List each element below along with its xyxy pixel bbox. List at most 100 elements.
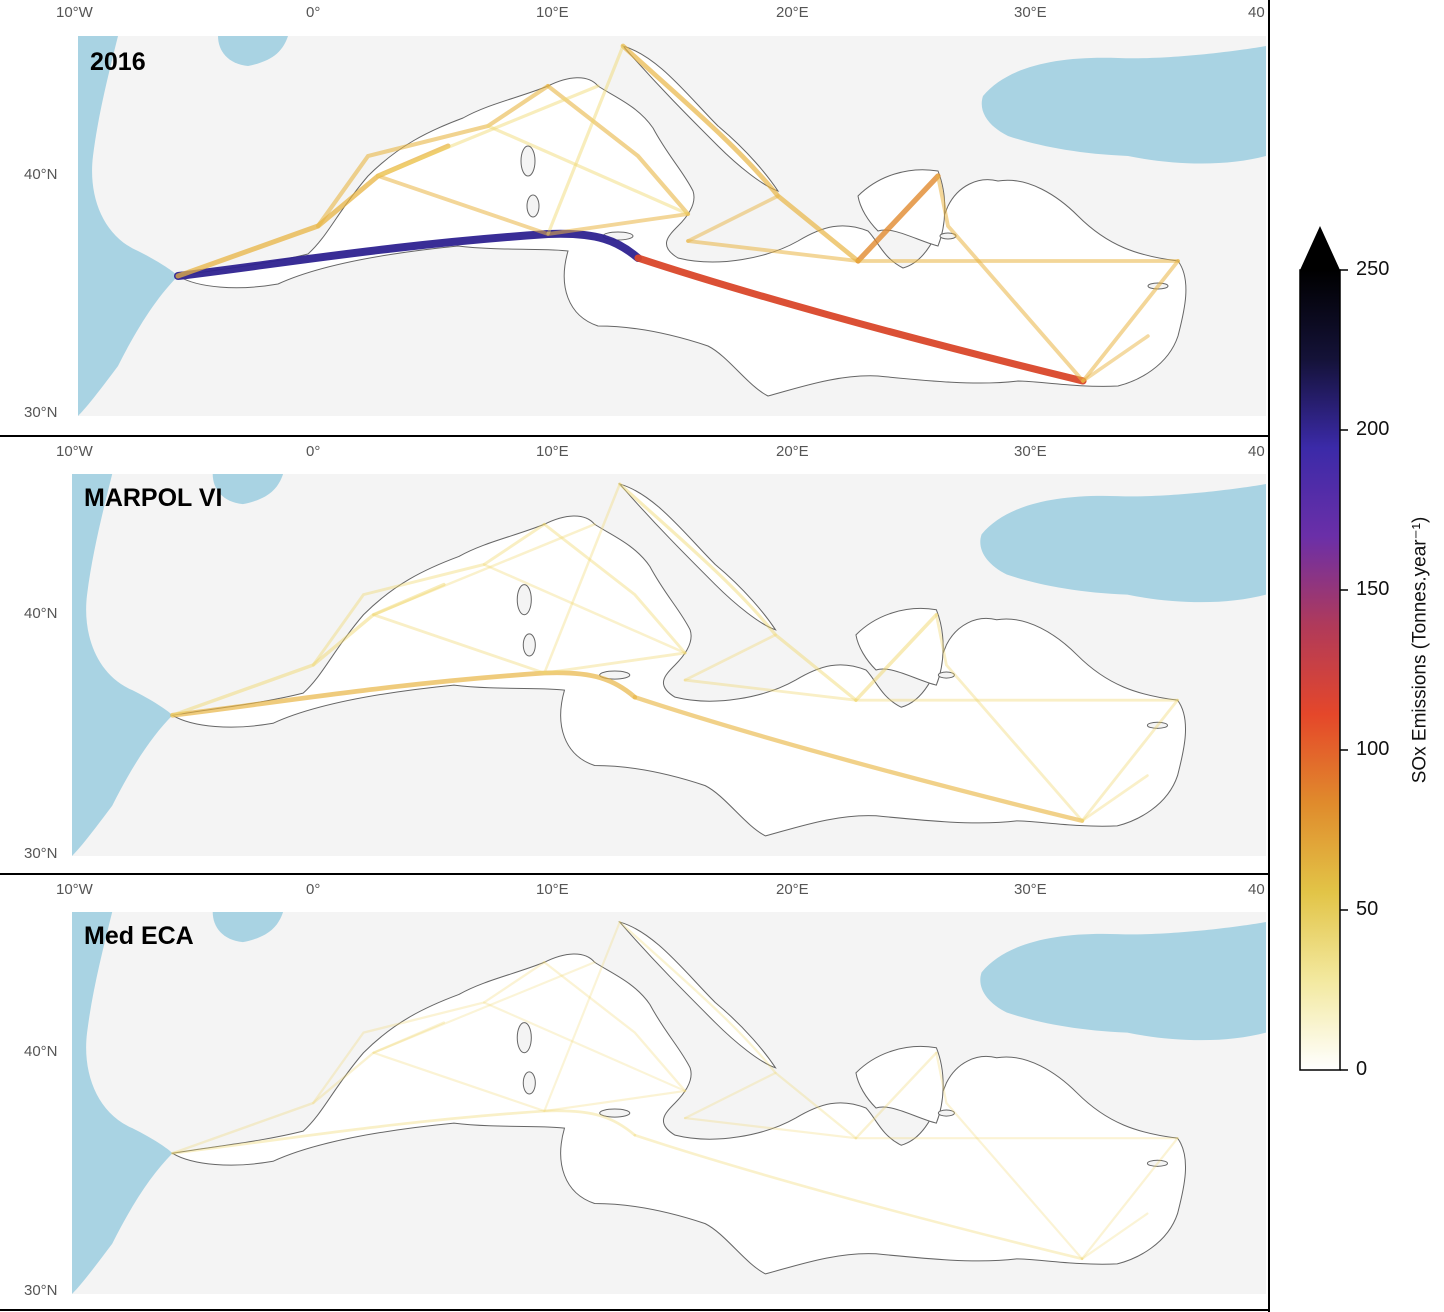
shipping-route: [543, 920, 621, 1113]
shipping-route: [634, 254, 1087, 385]
colorbar-tick-label: 50: [1356, 898, 1379, 920]
aegean-sea: [855, 1045, 944, 1124]
map-panel: [72, 912, 1266, 1294]
shipping-route: [486, 124, 690, 216]
adriatic-sea: [618, 483, 777, 631]
colorbar: [1299, 226, 1348, 1071]
atlantic-ocean: [72, 912, 173, 1294]
shipping-route: [171, 1109, 637, 1155]
longitude-tick-label: 30°E: [1014, 881, 1047, 898]
latitude-tick-label: 30°N: [24, 1282, 58, 1299]
shipping-route: [545, 83, 691, 217]
island: [516, 584, 532, 616]
black-sea: [980, 922, 1266, 1041]
map-panel: [72, 474, 1266, 856]
shipping-route: [1080, 774, 1149, 823]
longitude-tick-label: 20°E: [776, 4, 809, 21]
shipping-route: [686, 194, 780, 243]
longitude-tick-label: 10°E: [536, 881, 569, 898]
island: [599, 670, 631, 680]
longitude-tick-label: 40: [1248, 4, 1265, 21]
latitude-tick-label: 40°N: [24, 166, 58, 183]
colorbar-extend-arrow: [1300, 226, 1340, 270]
longitude-tick-label: 0°: [306, 881, 321, 898]
island: [937, 1109, 955, 1117]
panel-divider: [0, 873, 1268, 875]
shipping-route: [854, 1051, 938, 1140]
longitude-tick-label: 10°W: [56, 881, 93, 898]
shipping-route: [171, 1021, 446, 1155]
longitude-tick-label: 10°W: [56, 4, 93, 21]
shipping-route: [686, 239, 1180, 263]
shipping-route: [312, 961, 546, 1105]
shipping-route: [175, 143, 451, 279]
shipping-route: [683, 678, 1179, 702]
panel-divider: [0, 1309, 1268, 1311]
shipping-route: [618, 482, 858, 702]
shipping-route: [620, 43, 861, 264]
longitude-tick-label: 0°: [306, 4, 321, 21]
colorbar-gradient: [1299, 269, 1341, 1071]
longitude-tick-label: 20°E: [776, 443, 809, 460]
map-panel: [78, 36, 1266, 416]
shipping-route: [633, 1133, 1084, 1261]
shipping-route: [1080, 1212, 1149, 1260]
colorbar-tick-label: 0: [1356, 1058, 1368, 1080]
shipping-route: [934, 613, 1084, 823]
shipping-route: [376, 174, 690, 236]
panel-title: MARPOL VI: [84, 484, 223, 512]
shipping-route: [1081, 334, 1150, 383]
longitude-tick-label: 10°E: [536, 4, 569, 21]
shipping-route: [855, 173, 941, 264]
shipping-route: [632, 695, 1085, 823]
shipping-route: [372, 523, 596, 616]
latitude-tick-label: 40°N: [24, 1043, 58, 1060]
shipping-route: [543, 482, 622, 675]
mediterranean-sea: [171, 515, 1187, 837]
panel-title: Med ECA: [84, 922, 194, 950]
shipping-route: [311, 522, 546, 667]
shipping-route: [683, 1116, 1179, 1140]
mediterranean-sea: [171, 953, 1187, 1275]
longitude-tick-label: 10°E: [536, 443, 569, 460]
shipping-route: [372, 961, 596, 1054]
colorbar-tick-label: 250: [1356, 258, 1390, 280]
latitude-tick-label: 30°N: [24, 404, 58, 421]
atlantic-ocean: [78, 36, 178, 416]
colorbar-tick-label: 200: [1356, 418, 1390, 440]
figure-right-border: [1268, 0, 1270, 1312]
colorbar-title: SOx Emissions (Tonnes.year⁻¹): [1409, 516, 1431, 784]
longitude-tick-label: 40: [1248, 881, 1265, 898]
bay-of-biscay: [212, 474, 284, 505]
bay-of-biscay: [218, 36, 288, 66]
shipping-route: [546, 44, 625, 236]
shipping-route: [372, 613, 687, 675]
shipping-route: [1080, 698, 1179, 823]
shipping-route: [483, 1001, 687, 1092]
shipping-route: [372, 1051, 687, 1113]
island: [522, 1071, 536, 1095]
latitude-tick-label: 30°N: [24, 845, 58, 862]
shipping-route: [618, 920, 858, 1140]
shipping-route: [543, 961, 687, 1093]
shipping-route: [1080, 1137, 1179, 1260]
colorbar-tick-label: 150: [1356, 578, 1390, 600]
longitude-tick-label: 30°E: [1014, 4, 1047, 21]
shipping-route: [174, 229, 642, 280]
black-sea: [980, 484, 1266, 603]
longitude-tick-label: 20°E: [776, 881, 809, 898]
adriatic-sea: [618, 921, 777, 1069]
shipping-route: [170, 670, 638, 718]
shipping-route: [935, 1051, 1084, 1260]
longitude-tick-label: 0°: [306, 443, 321, 460]
shipping-route: [376, 84, 600, 178]
panel-title: 2016: [90, 48, 146, 76]
panel-divider: [0, 435, 1268, 437]
shipping-route: [315, 83, 551, 229]
shipping-route: [683, 633, 777, 682]
mediterranean-sea: [176, 77, 1187, 397]
island: [937, 671, 955, 679]
island: [516, 1022, 532, 1054]
atlantic-ocean: [72, 474, 173, 856]
longitude-tick-label: 10°W: [56, 443, 93, 460]
